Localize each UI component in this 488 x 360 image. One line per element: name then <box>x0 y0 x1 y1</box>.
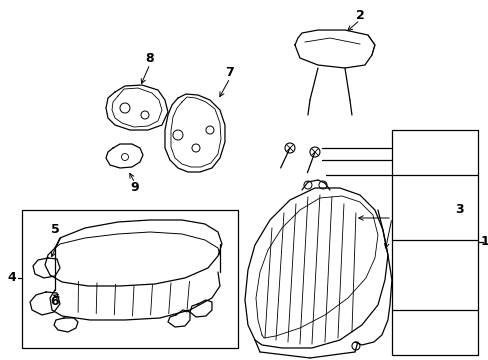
Text: 2: 2 <box>355 9 364 22</box>
Text: 1: 1 <box>480 235 488 248</box>
Text: 4: 4 <box>8 271 16 284</box>
Text: 8: 8 <box>145 51 154 64</box>
Text: 9: 9 <box>130 181 139 194</box>
Text: 5: 5 <box>51 224 59 237</box>
Text: 7: 7 <box>225 66 234 78</box>
Text: 6: 6 <box>51 296 59 309</box>
Bar <box>22 210 238 348</box>
Text: 3: 3 <box>455 203 463 216</box>
